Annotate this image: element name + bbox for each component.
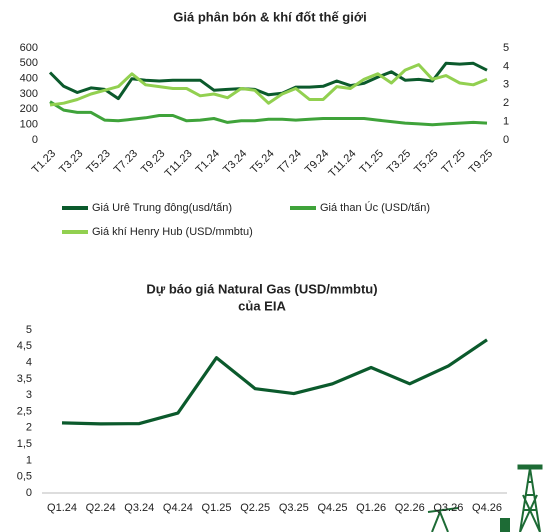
data-line <box>49 63 488 107</box>
y-tick-label: 0,5 <box>17 471 32 483</box>
chart-title: Giá phân bón & khí đốt thế giới <box>173 9 366 24</box>
chart-title: Dự báo giá Natural Gas (USD/mmbtu) <box>146 281 377 296</box>
x-tick-label: Q2.25 <box>240 502 270 514</box>
x-tick-label: T1.24 <box>194 148 222 176</box>
y-tick-label: 100 <box>20 119 38 131</box>
y-tick-label: 1,5 <box>17 438 32 450</box>
y2-tick-label: 1 <box>503 116 509 128</box>
x-tick-label: T3.23 <box>57 148 85 176</box>
x-tick-label: T7.24 <box>276 148 304 176</box>
x-tick-label: T3.24 <box>221 148 249 176</box>
y-tick-label: 3,5 <box>17 373 32 385</box>
y-tick-label: 4,5 <box>17 340 32 352</box>
y-tick-label: 400 <box>20 73 38 85</box>
x-tick-label: T5.23 <box>84 148 112 176</box>
x-tick-label: T11.23 <box>163 148 195 180</box>
x-tick-label: T3.25 <box>385 148 413 176</box>
x-tick-label: Q4.24 <box>163 502 193 514</box>
x-tick-label: Q1.24 <box>47 502 77 514</box>
y-tick-label: 200 <box>20 103 38 115</box>
x-tick-label: Q3.26 <box>433 502 463 514</box>
y2-tick-label: 3 <box>503 79 509 91</box>
y-tick-label: 0 <box>26 487 32 499</box>
x-tick-label: Q1.25 <box>202 502 232 514</box>
x-tick-label: Q2.24 <box>86 502 116 514</box>
y-tick-label: 300 <box>20 88 38 100</box>
x-tick-label: Q4.25 <box>317 502 347 514</box>
x-tick-label: Q2.26 <box>395 502 425 514</box>
x-tick-label: T1.23 <box>30 148 58 176</box>
data-line <box>48 61 488 101</box>
y-tick-label: 4 <box>26 357 32 369</box>
data-line <box>61 338 488 426</box>
y2-tick-label: 0 <box>503 134 509 146</box>
x-tick-label: T1.25 <box>358 148 386 176</box>
legend-label: Giá than Úc (USD/tấn) <box>320 201 430 214</box>
x-tick-label: T5.25 <box>412 148 440 176</box>
y2-tick-label: 4 <box>503 60 509 72</box>
y-tick-label: 2,5 <box>17 405 32 417</box>
legend-label: Giá khí Henry Hub (USD/mmbtu) <box>92 226 253 238</box>
x-tick-label: Q3.25 <box>279 502 309 514</box>
y-tick-label: 1 <box>26 454 32 466</box>
x-tick-label: T9.25 <box>467 148 495 176</box>
x-tick-label: Q4.26 <box>472 502 502 514</box>
x-tick-label: T11.24 <box>326 148 358 180</box>
x-tick-label: T5.24 <box>248 148 276 176</box>
y-tick-label: 600 <box>20 42 38 54</box>
y2-tick-label: 5 <box>503 42 509 54</box>
x-tick-label: T7.23 <box>112 148 140 176</box>
legend-label: Giá Urê Trung đông(usd/tấn) <box>92 202 232 214</box>
oil-rig-icon <box>427 464 543 532</box>
chart-subtitle: của EIA <box>238 298 286 313</box>
y-tick-label: 5 <box>26 324 32 336</box>
x-tick-label: Q3.24 <box>124 502 154 514</box>
x-tick-label: T7.25 <box>439 148 467 176</box>
y-tick-label: 3 <box>26 389 32 401</box>
y-tick-label: 500 <box>20 57 38 69</box>
x-tick-label: Q1.26 <box>356 502 386 514</box>
y2-tick-label: 2 <box>503 97 509 109</box>
y-tick-label: 2 <box>26 422 32 434</box>
y-tick-label: 0 <box>32 134 38 146</box>
data-line <box>49 100 488 127</box>
